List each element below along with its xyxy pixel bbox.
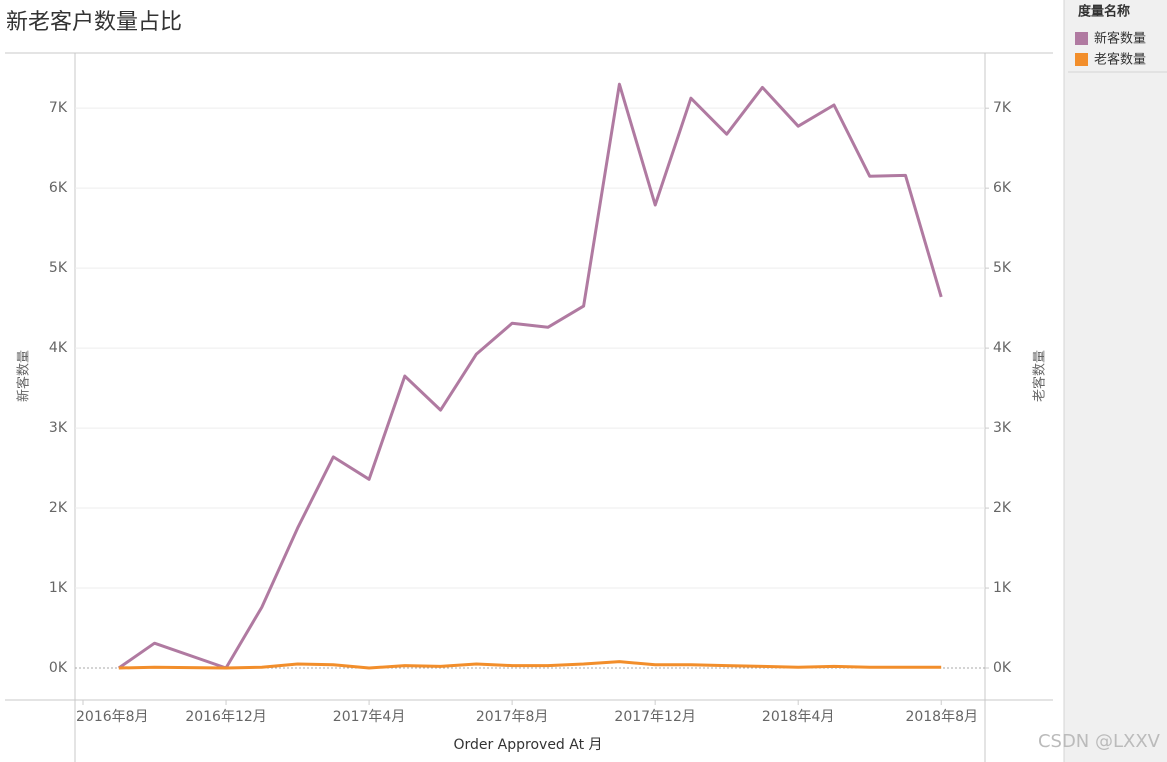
y2-tick-label: 3K [993,420,1012,436]
y-axis-title: 新客数量 [16,350,32,402]
y-tick-label: 0K [49,660,68,676]
y2-tick-label: 1K [993,580,1012,596]
legend-label: 老客数量 [1094,52,1146,68]
legend-swatch [1075,32,1088,45]
y2-tick-label: 6K [993,180,1012,196]
y-tick-label: 6K [49,180,68,196]
y2-axis-title: 老客数量 [1032,350,1048,402]
x-tick-label: 2018年8月 [905,709,978,725]
y2-tick-label: 5K [993,260,1012,276]
y-tick-label: 5K [49,260,68,276]
legend-title: 度量名称 [1078,4,1130,20]
y2-tick-label: 4K [993,340,1012,356]
x-axis-title: Order Approved At 月 [453,737,602,753]
x-tick-label: 2016年12月 [185,709,266,725]
y-tick-label: 1K [49,580,68,596]
x-tick-label: 2017年4月 [333,709,406,725]
legend-label: 新客数量 [1094,31,1146,47]
chart-title: 新老客户数量占比 [6,10,182,35]
series-line [117,82,943,670]
legend-swatch [1075,53,1088,66]
y-tick-label: 2K [49,500,68,516]
x-tick-label: 2018年4月 [762,709,835,725]
y-tick-label: 4K [49,340,68,356]
x-tick-label: 2016年8月 [76,709,149,725]
legend-panel [1064,0,1167,762]
y2-tick-label: 7K [993,100,1012,116]
y-tick-label: 3K [49,420,68,436]
x-tick-label: 2017年8月 [476,709,549,725]
y2-tick-label: 0K [993,660,1012,676]
watermark: CSDN @LXXV [1038,731,1161,752]
x-tick-label: 2017年12月 [614,709,695,725]
series-line [118,660,942,670]
y-tick-label: 7K [49,100,68,116]
y2-tick-label: 2K [993,500,1012,516]
